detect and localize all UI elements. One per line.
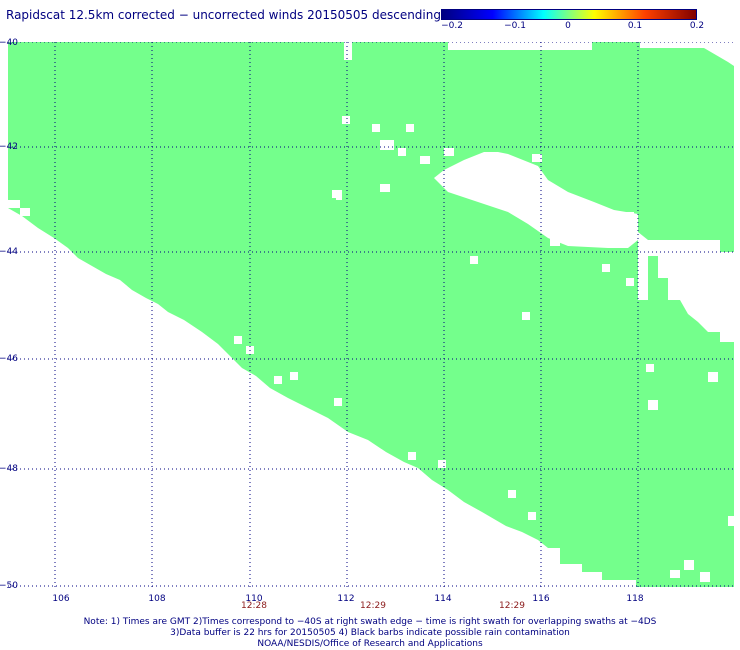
colorbar-tick-label: 0.1: [627, 21, 643, 31]
lon-tick-label: 106: [52, 594, 70, 604]
lat-tick-label: −50: [0, 581, 18, 591]
colorbar-tick-label: 0: [565, 21, 571, 31]
map-title: Rapidscat 12.5km corrected − uncorrected…: [6, 8, 441, 22]
lon-tick-label: 110: [245, 594, 263, 604]
colorbar: [441, 9, 697, 20]
colorbar-tick-label: −0.1: [504, 21, 526, 31]
swath-time-label: 12:28: [241, 601, 267, 611]
lon-tick-label: 118: [626, 594, 644, 604]
graticule: [8, 42, 734, 587]
lat-tick-label: −42: [0, 142, 18, 152]
swath-time-label: 12:29: [360, 601, 386, 611]
lon-tick-label: 114: [434, 594, 452, 604]
lat-tick-label: −44: [0, 247, 18, 257]
lat-tick-label: −46: [0, 354, 18, 364]
map-plot-area: [8, 42, 734, 587]
colorbar-tick-label: −0.2: [441, 21, 463, 31]
lon-tick-label: 112: [337, 594, 355, 604]
lat-tick-label: −48: [0, 464, 18, 474]
colorbar-tick-label: 0.2: [689, 21, 705, 31]
footnote-line-1: Note: 1) Times are GMT 2)Times correspon…: [83, 617, 657, 627]
lon-tick-label: 116: [532, 594, 550, 604]
swath-time-label: 12:29: [499, 601, 525, 611]
swath-field: [8, 42, 734, 587]
lat-tick-label: −40: [0, 38, 18, 48]
wind-difference-map: [8, 42, 734, 587]
footnote-line-2: 3)Data buffer is 22 hrs for 20150505 4) …: [170, 628, 570, 638]
credits-line: NOAA/NESDIS/Office of Research and Appli…: [257, 639, 483, 649]
lon-tick-label: 108: [148, 594, 166, 604]
